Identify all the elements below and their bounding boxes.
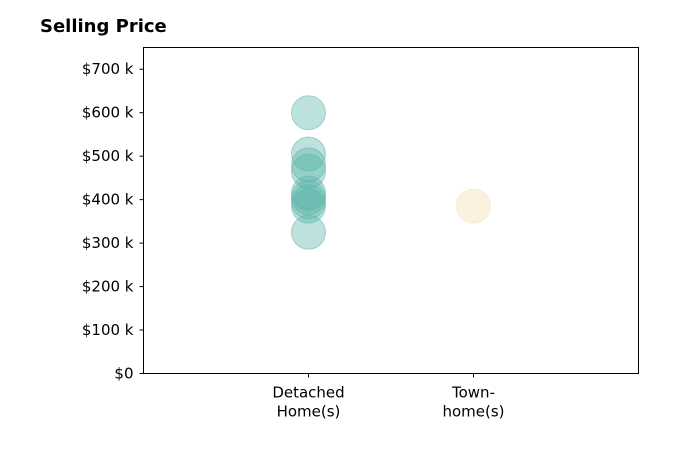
y-tick-label: $400 k	[82, 191, 134, 209]
x-tick-label: Detached Home(s)	[272, 384, 344, 421]
y-axis: $0 $100 k $200 k $300 k $400 k $500 k $600 k $7…	[82, 60, 144, 383]
plot-frame	[143, 47, 639, 374]
x-axis: Detached Home(s) Town-home(s)	[272, 373, 505, 421]
y-tick-label: $700 k	[82, 60, 134, 78]
data-point	[291, 175, 326, 211]
y-tick-label: $200 k	[82, 278, 134, 296]
data-point	[291, 214, 326, 250]
chart-title: Selling Price	[40, 16, 167, 37]
data-point	[291, 184, 326, 220]
data-points	[291, 95, 491, 250]
y-tick-label: $600 k	[82, 104, 134, 122]
data-point	[291, 153, 326, 189]
data-point	[291, 95, 326, 131]
y-tick-label: $100 k	[82, 321, 134, 339]
y-tick-label: $0	[114, 365, 133, 383]
data-point	[291, 179, 326, 215]
data-point	[291, 188, 326, 224]
y-tick-label: $300 k	[82, 234, 134, 252]
data-point	[456, 188, 491, 224]
x-tick-label: Town-home(s)	[442, 384, 504, 421]
y-tick-label: $500 k	[82, 147, 134, 165]
